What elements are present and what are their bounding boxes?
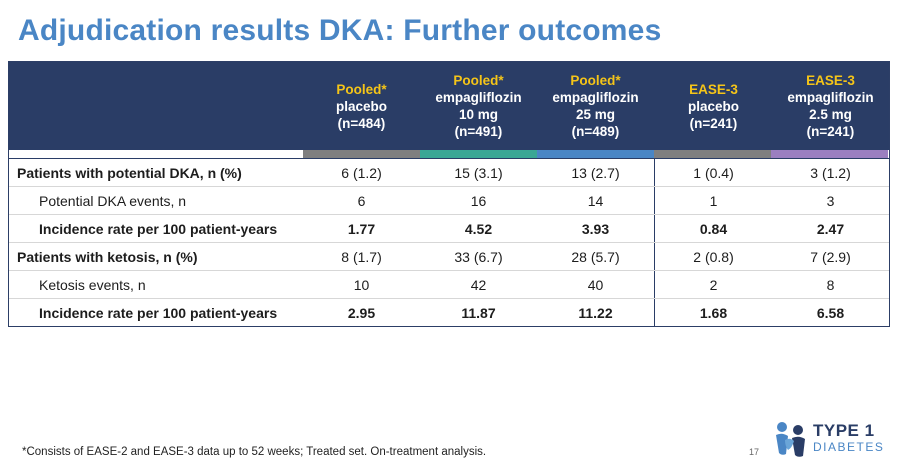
table-cell: 15 (3.1) [454, 164, 503, 181]
table-cell: 7 (2.9) [810, 248, 851, 265]
row-label: Incidence rate per 100 patient-years [39, 220, 278, 237]
logo-line1: TYPE 1 [813, 421, 875, 440]
table-cell: 2.47 [816, 220, 845, 237]
header-pooled-empa10: Pooled* empagliflozin 10 mg (n=491) [420, 62, 537, 150]
row-label: Patients with potential DKA, n (%) [17, 164, 242, 181]
table-row: Patients with potential DKA, n (%) 6 (1.… [9, 158, 889, 186]
slide-title: Adjudication results DKA: Further outcom… [18, 14, 662, 47]
table-row: Incidence rate per 100 patient-years 2.9… [9, 298, 889, 326]
header-line: (n=241) [689, 115, 738, 131]
table-row: Potential DKA events, n 6 16 14 1 3 [9, 186, 889, 214]
header-line: Pooled* [570, 73, 621, 88]
table-cell: 8 [826, 276, 835, 293]
row-label: Potential DKA events, n [39, 192, 187, 209]
table-cell: 1.68 [654, 299, 772, 326]
header-pooled-empa25: Pooled* empagliflozin 25 mg (n=489) [537, 62, 654, 150]
logo-text: TYPE 1 DIABETES [813, 421, 885, 455]
table-cell: 13 (2.7) [571, 164, 620, 181]
table-cell: 10 [353, 276, 370, 293]
table-row: Patients with ketosis, n (%) 8 (1.7) 33 … [9, 242, 889, 270]
header-line: Pooled* [336, 81, 387, 97]
color-bar-spacer [9, 150, 303, 158]
table-cell: 11.22 [578, 304, 613, 321]
table-cell: 4.52 [464, 220, 493, 237]
table-cell: 1 [654, 187, 772, 214]
footnote: *Consists of EASE-2 and EASE-3 data up t… [22, 446, 487, 458]
table-cell: 2.95 [347, 304, 376, 321]
header-ease3-empa25: EASE-3 empagliflozin 2.5 mg (n=241) [772, 62, 889, 150]
table-cell: 3.93 [581, 220, 610, 237]
header-pooled-placebo: Pooled* placebo (n=484) [303, 62, 420, 150]
header-line: 25 mg [575, 107, 615, 122]
table-cell: 40 [587, 276, 604, 293]
type1-diabetes-logo: TYPE 1 DIABETES [773, 418, 888, 460]
table-body: Patients with potential DKA, n (%) 6 (1.… [9, 158, 889, 326]
table-cell: 1 (0.4) [654, 159, 772, 186]
header-line: EASE-3 [689, 81, 738, 97]
header-line: (n=489) [571, 124, 620, 139]
table-row: Incidence rate per 100 patient-years 1.7… [9, 214, 889, 242]
table-cell: 33 (6.7) [454, 248, 503, 265]
header-line: EASE-3 [806, 73, 855, 88]
table-cell: 14 [587, 192, 604, 209]
header-line: placebo [687, 98, 739, 114]
header-line: empagliflozin [552, 90, 639, 105]
column-color-bar [9, 150, 889, 158]
table-cell: 3 [826, 192, 835, 209]
page-number: 17 [749, 447, 760, 457]
row-label: Incidence rate per 100 patient-years [39, 304, 278, 321]
table-cell: 28 (5.7) [571, 248, 620, 265]
header-line: 10 mg [458, 107, 498, 122]
people-icon [776, 422, 805, 457]
header-line: placebo [335, 98, 387, 114]
table-cell: 6.58 [816, 304, 845, 321]
logo-line2: DIABETES [813, 440, 885, 454]
table-cell: 16 [470, 192, 487, 209]
table-cell: 2 [654, 271, 772, 298]
header-line: (n=491) [454, 124, 503, 139]
table-cell: 8 (1.7) [341, 248, 382, 265]
table-header: Pooled* placebo (n=484) Pooled* empaglifloz… [9, 62, 889, 150]
header-line: 2.5 mg [809, 107, 852, 122]
table-cell: 0.84 [654, 215, 772, 242]
table-cell: 6 [357, 192, 366, 209]
header-line: (n=241) [806, 124, 855, 139]
header-line: (n=484) [337, 115, 386, 131]
header-line: empagliflozin [787, 90, 874, 105]
table-cell: 6 (1.2) [341, 164, 382, 181]
table-cell: 2 (0.8) [654, 243, 772, 270]
row-label: Patients with ketosis, n (%) [17, 248, 198, 265]
outcomes-table: Pooled* placebo (n=484) Pooled* empaglifloz… [8, 61, 890, 327]
color-bar-segment [303, 150, 420, 158]
color-bar-segment [537, 150, 654, 158]
color-bar-segment [771, 150, 888, 158]
row-label: Ketosis events, n [39, 276, 146, 293]
color-bar-segment [654, 150, 771, 158]
header-ease3-placebo: EASE-3 placebo (n=241) [654, 62, 772, 150]
header-line: empagliflozin [435, 90, 522, 105]
table-cell: 11.87 [461, 304, 496, 321]
header-empty-cell [9, 62, 303, 150]
header-line: Pooled* [453, 73, 504, 88]
table-row: Ketosis events, n 10 42 40 2 8 [9, 270, 889, 298]
color-bar-segment [420, 150, 537, 158]
table-cell: 1.77 [347, 220, 376, 237]
table-cell: 3 (1.2) [810, 164, 851, 181]
table-cell: 42 [470, 276, 487, 293]
